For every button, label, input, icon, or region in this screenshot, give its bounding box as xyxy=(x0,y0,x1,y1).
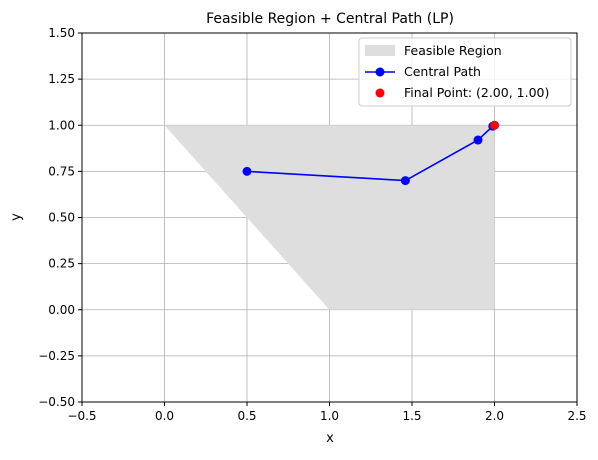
final-point-marker xyxy=(490,120,499,130)
legend: Feasible Region Central Path Final Point… xyxy=(358,37,572,107)
x-tick-label: 2.0 xyxy=(485,409,504,423)
chart-title: Feasible Region + Central Path (LP) xyxy=(206,11,454,27)
final-point-layer xyxy=(490,120,499,130)
y-tick-label: 1.50 xyxy=(48,26,75,40)
legend-label-feasible-region: Feasible Region xyxy=(404,43,502,58)
legend-swatch-feasible-region xyxy=(365,45,395,56)
y-tick-label: 0.75 xyxy=(48,164,75,178)
central-path-marker xyxy=(400,176,410,186)
legend-label-final-point: Final Point: (2.00, 1.00) xyxy=(404,85,549,100)
legend-swatch-central-path-marker xyxy=(375,67,385,77)
central-path-marker xyxy=(242,166,252,176)
y-tick-label: 0.00 xyxy=(48,303,75,317)
x-tick-label: −0.5 xyxy=(67,409,96,423)
y-tick-label: −0.25 xyxy=(38,349,75,363)
y-axis-label: y xyxy=(9,213,24,221)
legend-label-central-path: Central Path xyxy=(404,64,481,79)
x-tick-label: 2.5 xyxy=(567,409,586,423)
ticks-layer: −0.5 0.0 0.5 1.0 1.5 2.0 2.5 −0.50 −0.25 0.00 0.25… xyxy=(38,26,586,423)
y-tick-label: 0.50 xyxy=(48,211,75,225)
x-tick-label: 1.0 xyxy=(320,409,339,423)
legend-box xyxy=(358,37,572,107)
x-tick-label: 0.0 xyxy=(155,409,174,423)
y-tick-label: −0.50 xyxy=(38,395,75,409)
x-tick-label: 0.5 xyxy=(237,409,256,423)
x-axis-label: x xyxy=(326,431,334,446)
central-path-marker xyxy=(473,135,483,145)
legend-swatch-final-point xyxy=(375,88,385,98)
y-tick-label: 0.25 xyxy=(48,257,75,271)
x-tick-label: 1.5 xyxy=(402,409,421,423)
y-tick-label: 1.00 xyxy=(48,118,75,132)
y-tick-label: 1.25 xyxy=(48,72,75,86)
